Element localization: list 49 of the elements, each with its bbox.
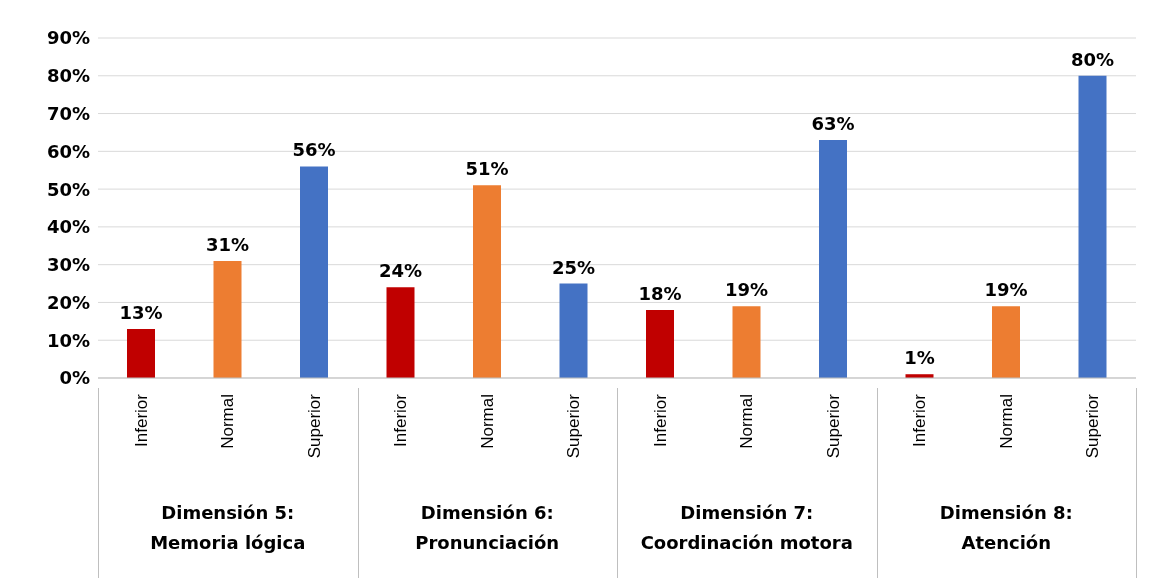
data-label: 19% <box>984 279 1028 301</box>
x-tick-label: Superior <box>564 393 584 459</box>
data-label: 56% <box>292 139 336 161</box>
x-tick-label: Normal <box>218 394 238 449</box>
bar <box>732 306 761 378</box>
data-label: 19% <box>724 279 769 301</box>
data-label: 31% <box>205 233 250 255</box>
data-label: 24% <box>378 260 423 282</box>
data-label: 51% <box>465 158 509 180</box>
data-label: 80% <box>1070 48 1115 70</box>
text: Dimensión 5: Memoria lógica <box>149 501 307 555</box>
data-label: 18% <box>638 283 682 304</box>
x-tick-label: Superior <box>304 393 324 459</box>
y-tick-label: 70% <box>46 102 90 124</box>
y-tick-label: 80% <box>46 65 90 87</box>
text: Dimensión 6: Pronunciación <box>414 501 561 555</box>
bar <box>819 140 847 378</box>
bar <box>646 310 674 378</box>
bar <box>213 260 242 378</box>
y-tick-label: 10% <box>46 329 90 351</box>
x-tick-label: Inferior <box>910 393 930 447</box>
x-tick-label: Normal <box>737 394 757 449</box>
x-tick-label: Superior <box>1083 393 1103 459</box>
x-tick-label: Inferior <box>391 393 411 447</box>
x-tick-label: Superior <box>823 393 843 459</box>
x-tick-label: Inferior <box>131 393 151 447</box>
data-label: 25% <box>551 256 596 278</box>
x-tick-label: Normal <box>996 394 1016 449</box>
y-tick-label: 50% <box>46 178 90 200</box>
y-tick-label: 60% <box>46 140 90 162</box>
bar <box>473 185 501 378</box>
data-label: 13% <box>119 301 163 323</box>
text: Dimensión 7: Coordinación motora <box>639 501 854 555</box>
x-tick-label: Inferior <box>650 393 670 447</box>
bar <box>1078 75 1107 378</box>
x-tick-label: Normal <box>477 394 497 449</box>
y-tick-label: 40% <box>46 216 90 238</box>
text: Dimensión 8: Atención <box>938 501 1074 555</box>
bar <box>386 287 415 378</box>
bar <box>127 328 155 378</box>
bar <box>992 306 1020 378</box>
data-label: 63% <box>811 113 855 134</box>
y-tick-label: 0% <box>59 367 90 389</box>
data-label: 1% <box>904 347 935 369</box>
y-tick-label: 20% <box>46 291 90 313</box>
bar <box>300 166 328 378</box>
bar <box>559 283 588 378</box>
y-tick-label: 30% <box>46 254 90 276</box>
y-tick-label: 90% <box>46 27 90 49</box>
